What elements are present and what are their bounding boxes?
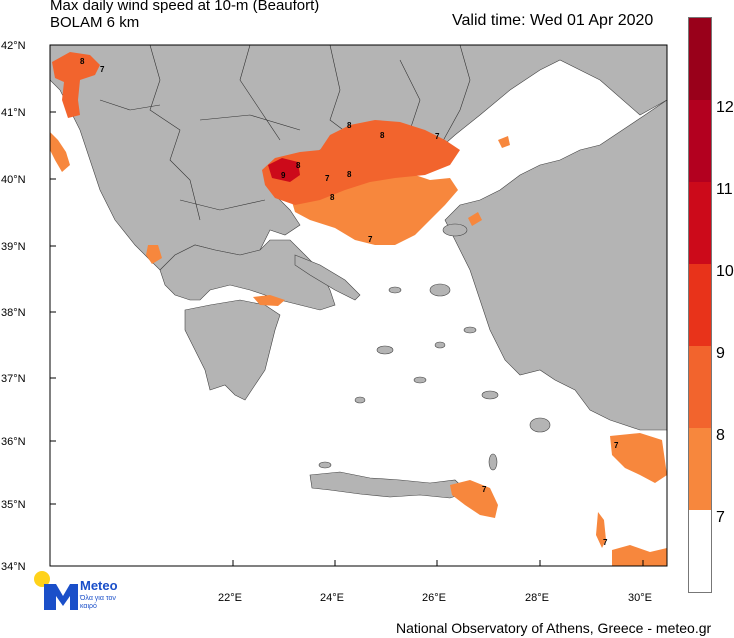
colorbar-segment <box>689 264 711 346</box>
colorbar-segment <box>689 428 711 510</box>
colorbar-label: 9 <box>716 345 725 362</box>
credit-text: National Observatory of Athens, Greece -… <box>396 620 712 636</box>
island <box>434 341 446 349</box>
island <box>388 286 402 294</box>
lon-label: 26°E <box>422 592 446 604</box>
lat-label: 40°N <box>1 174 26 186</box>
island <box>442 223 468 237</box>
lat-axis: 42°N 41°N 40°N 39°N 38°N 37°N 36°N 35°N … <box>1 40 56 573</box>
island <box>413 376 427 384</box>
colorbar-segment <box>689 510 711 592</box>
contour-label: 8 <box>296 161 301 170</box>
contour-label: 9 <box>281 171 286 180</box>
contour-label: 7 <box>368 235 373 244</box>
lat-label: 41°N <box>1 107 26 119</box>
contour-label: 7 <box>614 441 619 450</box>
lat-label: 35°N <box>1 499 26 511</box>
colorbar-segment <box>689 18 711 100</box>
island <box>529 417 551 433</box>
beaufort-7-area <box>253 295 285 306</box>
lat-label: 39°N <box>1 241 26 253</box>
country-borders <box>99 44 471 221</box>
contour-label: 7 <box>100 65 105 74</box>
beaufort-7-area <box>146 245 162 264</box>
colorbar-label: 12 <box>716 99 734 116</box>
beaufort-7-area <box>610 433 667 483</box>
contour-label: 7 <box>435 132 440 141</box>
beaufort-8-area <box>52 52 100 118</box>
valid-time: Valid time: Wed 01 Apr 2020 <box>452 12 654 29</box>
meteo-logo <box>34 571 78 610</box>
model-subtitle: BOLAM 6 km <box>50 14 140 31</box>
beaufort-7-area <box>50 132 70 172</box>
sun-icon <box>34 571 50 587</box>
colorbar-label: 11 <box>716 181 733 198</box>
island <box>354 396 366 404</box>
evia-land <box>294 254 361 301</box>
island <box>463 326 477 334</box>
colorbar <box>688 17 712 593</box>
contour-label: 7 <box>603 538 608 547</box>
logo-tagline: Όλα για τον καιρό <box>80 595 116 610</box>
lon-label: 22°E <box>218 592 242 604</box>
island <box>481 390 499 400</box>
island <box>376 345 394 355</box>
lon-label: 28°E <box>525 592 549 604</box>
contour-label: 8 <box>380 131 385 140</box>
wind-shading <box>50 52 667 566</box>
beaufort-7-area <box>596 512 606 548</box>
beaufort-7-area <box>612 545 667 566</box>
contour-label: 8 <box>330 193 335 202</box>
colorbar-label: 7 <box>716 509 725 526</box>
peloponnese-land <box>184 299 281 401</box>
beaufort-7-area <box>450 480 498 518</box>
land <box>49 44 668 499</box>
anatolia-land <box>444 99 668 431</box>
beaufort-7-area <box>498 136 510 148</box>
contour-label: 8 <box>80 57 85 66</box>
lat-label: 36°N <box>1 436 26 448</box>
greece-mainland <box>159 239 336 311</box>
beaufort-9-area <box>268 158 300 182</box>
contour-label: 7 <box>325 174 330 183</box>
contour-labels: 8 7 8 8 7 8 9 8 7 8 7 7 7 7 <box>80 57 619 547</box>
map-frame <box>49 44 668 567</box>
lat-label: 38°N <box>1 307 26 319</box>
colorbar-label: 10 <box>716 263 734 280</box>
m-logo-icon <box>44 584 78 610</box>
lon-axis: 22°E 24°E 26°E 28°E 30°E <box>218 560 652 604</box>
lat-label: 42°N <box>1 40 26 52</box>
island <box>488 453 498 471</box>
beaufort-7-area <box>468 212 482 226</box>
lat-label: 34°N <box>1 561 26 573</box>
contour-label: 8 <box>347 170 352 179</box>
contour-label: 7 <box>482 485 487 494</box>
balkans-land <box>49 44 668 271</box>
island <box>429 283 451 297</box>
colorbar-segment <box>689 182 711 264</box>
contour-label: 8 <box>347 121 352 130</box>
colorbar-segment <box>689 100 711 182</box>
lon-label: 24°E <box>320 592 344 604</box>
logo-name: Meteo <box>80 578 118 593</box>
beaufort-8-area <box>262 120 460 205</box>
colorbar-segment <box>689 346 711 428</box>
island <box>318 461 332 469</box>
map-title: Max daily wind speed at 10-m (Beaufort) <box>50 0 320 14</box>
colorbar-label: 8 <box>716 427 725 444</box>
lon-label: 30°E <box>628 592 652 604</box>
lat-label: 37°N <box>1 373 26 385</box>
